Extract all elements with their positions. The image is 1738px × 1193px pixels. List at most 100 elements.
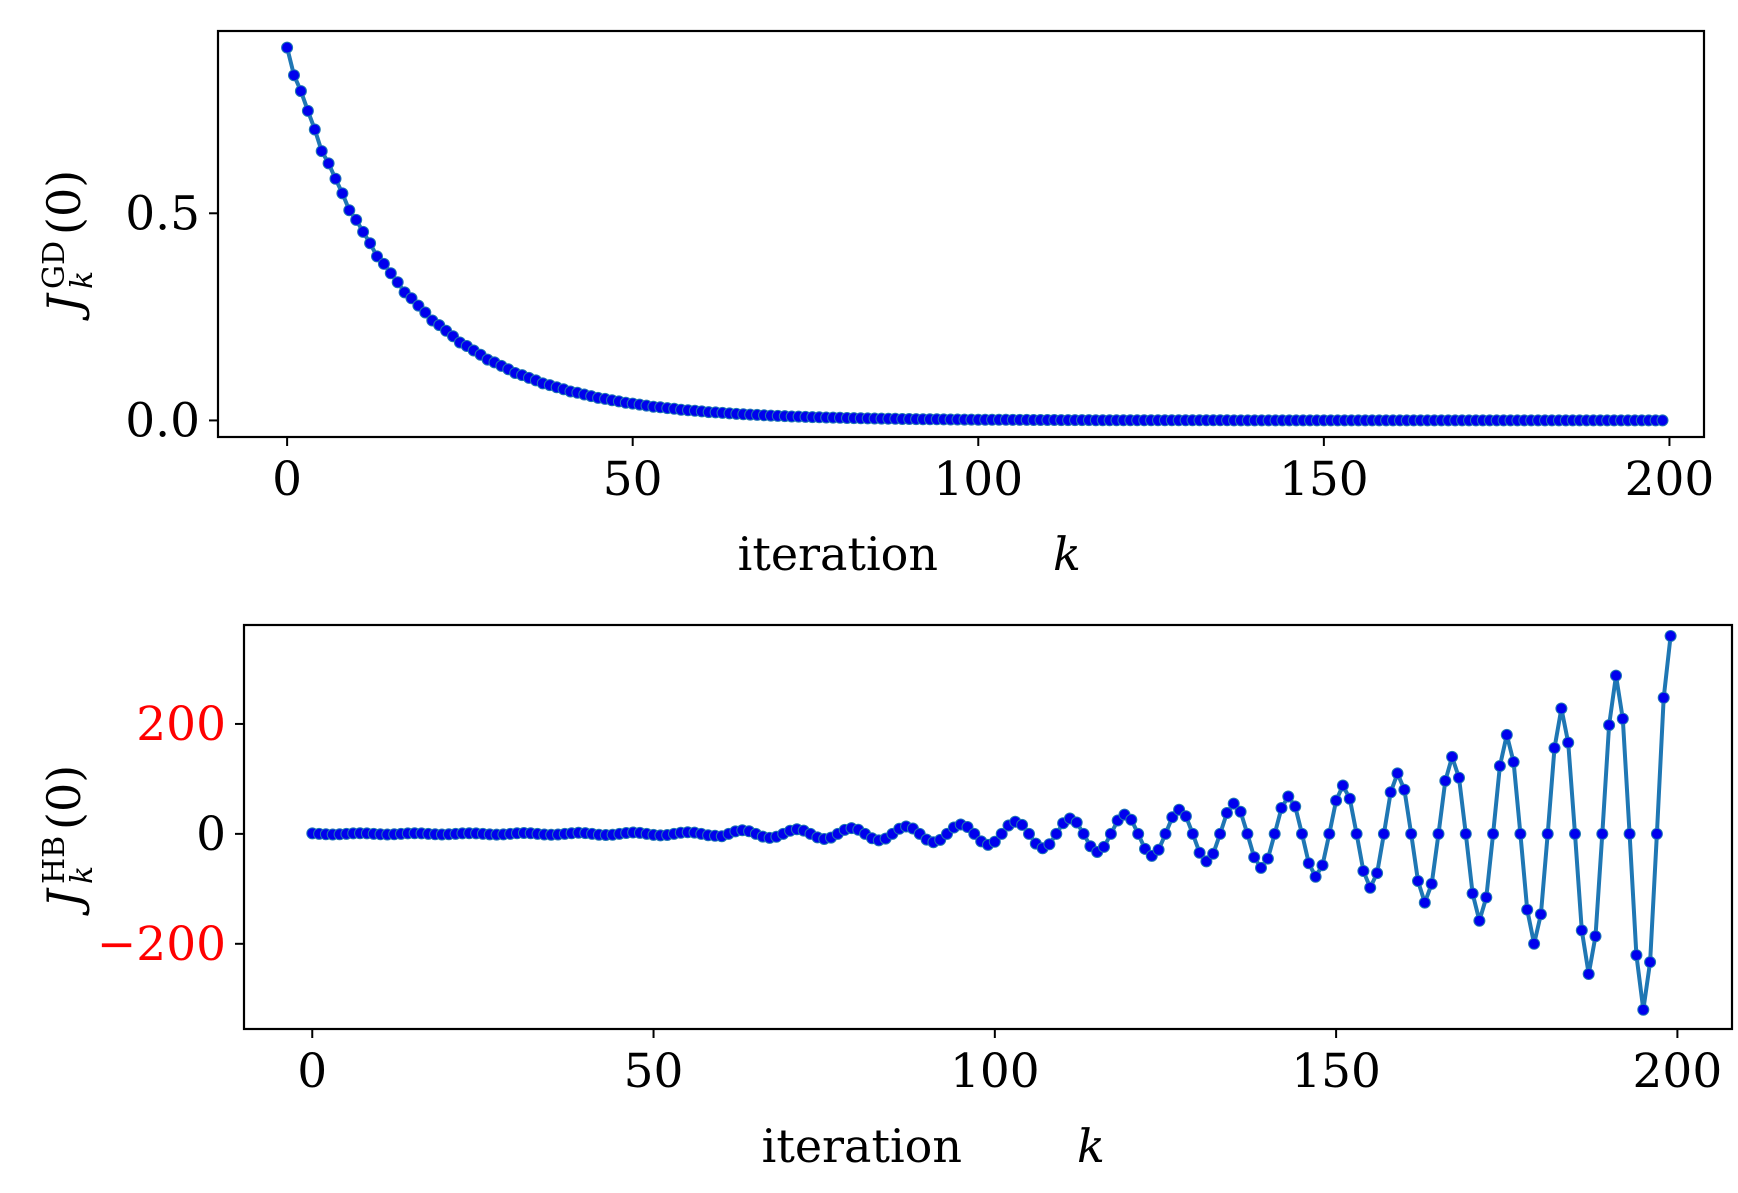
- gd-data-point: [350, 213, 363, 226]
- gd-y-tick-label: 0.0: [125, 393, 200, 448]
- hb-data-point: [1207, 847, 1220, 860]
- hb-data-point: [1166, 811, 1179, 824]
- hb-y-tick-label: 200: [136, 697, 226, 752]
- hb-data-point: [1569, 827, 1581, 840]
- hb-data-point: [1016, 818, 1029, 831]
- gd-x-ticks: 0 50 100 150 200: [272, 437, 1714, 507]
- hb-data-point: [1289, 800, 1302, 813]
- hb-data-point: [1521, 903, 1534, 916]
- hb-x-tick-label: 100: [950, 1044, 1040, 1099]
- hb-data-point: [988, 835, 1001, 848]
- hb-data-point: [1603, 719, 1616, 732]
- hb-data-point: [1480, 891, 1493, 904]
- hb-data-point: [1343, 792, 1356, 805]
- hb-data-point: [1582, 968, 1595, 980]
- gd-data-point: [405, 292, 418, 305]
- gd-data-point: [294, 85, 307, 98]
- gd-y-axis-label: J GD k (0): [37, 170, 100, 321]
- hb-x-tick-label: 50: [624, 1044, 684, 1099]
- hb-data-point: [1589, 930, 1602, 943]
- gd-data-point: [281, 41, 294, 54]
- hb-data-point: [1377, 827, 1390, 840]
- hb-data-point: [1412, 875, 1424, 887]
- gd-x-tick-label: 150: [1279, 452, 1369, 507]
- hb-data-point: [1644, 956, 1657, 969]
- hb-data-point: [1371, 867, 1384, 880]
- hb-data-point: [1657, 691, 1670, 704]
- hb-data-point: [1650, 827, 1663, 840]
- hb-data-point: [1302, 857, 1315, 870]
- hb-data-point: [1186, 827, 1199, 840]
- gd-x-tick-label: 0: [272, 452, 302, 507]
- hb-data-point: [1268, 827, 1281, 840]
- hb-y-axis-label-argument: (0): [37, 765, 91, 830]
- gd-series: [281, 41, 1669, 427]
- gd-data-point: [384, 267, 397, 280]
- hb-data-point: [1261, 852, 1274, 865]
- hb-x-axis-label: iteration: [762, 1119, 962, 1173]
- hb-data-point: [1555, 702, 1568, 715]
- hb-data-point: [1432, 827, 1445, 840]
- hb-data-point: [1336, 779, 1349, 792]
- hb-data-point: [1357, 865, 1370, 877]
- gd-data-point: [419, 306, 432, 319]
- hb-data-point: [1398, 783, 1411, 796]
- hb-data-point: [1234, 805, 1247, 818]
- hb-data-point: [1384, 786, 1397, 799]
- hb-data-point: [1418, 896, 1431, 909]
- hb-plot-panel: 0 50 100 150 200 200 0 −200 iteration k J HB k…: [37, 623, 1734, 1173]
- hb-data-point: [1610, 669, 1622, 682]
- hb-data-point: [1596, 827, 1609, 840]
- hb-data-point: [1220, 807, 1233, 819]
- hb-data-point: [1541, 827, 1554, 840]
- gd-y-axis-label-argument: (0): [37, 170, 91, 235]
- hb-y-tick-label: −200: [97, 917, 226, 972]
- gd-data-point: [357, 225, 370, 238]
- hb-data-point: [1214, 827, 1227, 840]
- hb-data-point: [1459, 827, 1472, 840]
- hb-y-ticks: 200 0 −200: [97, 697, 244, 972]
- gd-data-point: [1656, 414, 1669, 427]
- hb-data-point: [1562, 736, 1575, 749]
- hb-data-point: [1528, 937, 1541, 950]
- gd-y-ticks: 0.0 0.5: [125, 186, 218, 448]
- hb-y-axis-label: J HB k (0): [37, 765, 100, 916]
- hb-data-point: [1330, 794, 1343, 807]
- hb-data-point: [995, 827, 1008, 840]
- hb-data-point: [1637, 1003, 1650, 1016]
- hb-plot-frame: [242, 623, 1734, 1031]
- hb-data-point: [1152, 843, 1165, 856]
- hb-x-axis-label-var: k: [1077, 1119, 1105, 1173]
- gd-data-point: [288, 69, 300, 82]
- hb-x-tick-label: 150: [1291, 1044, 1381, 1099]
- hb-y-tick-label: 0: [196, 807, 226, 862]
- hb-data-point: [1275, 802, 1288, 814]
- hb-data-point: [1548, 742, 1561, 754]
- hb-data-point: [1241, 827, 1254, 840]
- hb-data-point: [1439, 774, 1452, 787]
- gd-x-axis-label: iteration: [738, 527, 938, 581]
- gd-data-point: [377, 257, 390, 270]
- hb-data-point: [1193, 846, 1206, 859]
- hb-data-point: [1664, 630, 1677, 642]
- hb-data-point: [1282, 790, 1295, 803]
- hb-data-point: [1487, 827, 1500, 840]
- hb-y-axis-label-subscript: k: [65, 866, 100, 884]
- gd-x-tick-label: 200: [1625, 452, 1715, 507]
- gd-y-axis-label-superscript: GD: [37, 241, 72, 289]
- gd-x-axis-label-var: k: [1053, 527, 1081, 581]
- hb-data-point: [1514, 827, 1527, 840]
- hb-data-point: [1050, 827, 1063, 840]
- hb-data-point: [968, 827, 981, 840]
- hb-data-point: [1630, 949, 1643, 962]
- gd-y-tick-label: 0.5: [125, 186, 200, 241]
- hb-data-point: [1350, 827, 1363, 840]
- hb-data-point: [1309, 870, 1322, 883]
- gd-data-point: [308, 123, 321, 136]
- hb-data-point: [1227, 797, 1240, 810]
- gd-data-point: [315, 145, 328, 158]
- hb-data-point: [1255, 861, 1267, 874]
- hb-x-ticks: 0 50 100 150 200: [297, 1029, 1722, 1099]
- gd-data-point: [322, 157, 335, 170]
- gd-data-point: [391, 276, 404, 289]
